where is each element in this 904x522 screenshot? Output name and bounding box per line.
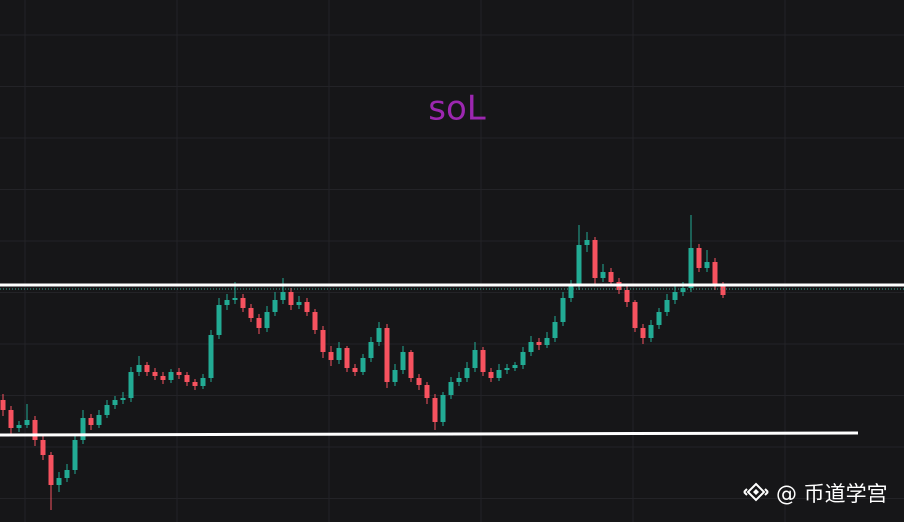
candle-body (312, 312, 318, 330)
candle-body (552, 322, 558, 338)
candle-body (288, 292, 294, 305)
watermark-logo (743, 482, 769, 502)
candle-body (96, 415, 102, 425)
candle-body (384, 328, 390, 382)
candle-body (128, 372, 134, 398)
candle-body (160, 376, 166, 380)
candle-body (408, 352, 414, 378)
candle-body (376, 328, 382, 342)
candle-body (240, 298, 246, 308)
candle-body (504, 368, 510, 370)
candle-body (520, 352, 526, 365)
candle-body (88, 418, 94, 425)
candle-body (16, 425, 22, 428)
candle-body (712, 262, 718, 285)
candle-body (704, 262, 710, 268)
candle-body (432, 398, 438, 422)
candle-body (224, 300, 230, 305)
candle-body (360, 358, 366, 372)
candle-body (136, 365, 142, 372)
candle-body (152, 372, 158, 376)
candle-body (680, 288, 686, 292)
candle-body (608, 272, 614, 282)
candle-body (648, 325, 654, 338)
candle-body (416, 378, 422, 385)
candle-body (80, 418, 86, 440)
candle-body (424, 385, 430, 398)
candle-body (632, 302, 638, 328)
candle-body (320, 330, 326, 352)
candle-body (40, 440, 46, 455)
candle-body (144, 365, 150, 372)
candle-body (544, 338, 550, 345)
candle-body (104, 405, 110, 415)
candle-body (664, 300, 670, 312)
candle-body (448, 382, 454, 395)
candle-body (8, 410, 14, 428)
levels (0, 283, 904, 437)
chart-title: soL (428, 89, 486, 129)
candle-body (592, 240, 598, 278)
candle-body (600, 272, 606, 278)
candle-body (696, 248, 702, 268)
candle-body (584, 240, 590, 245)
candle-body (624, 290, 630, 302)
candle-body (168, 372, 174, 380)
candles (0, 215, 726, 510)
candle-body (640, 328, 646, 338)
support-line (0, 431, 859, 437)
candle-body (472, 350, 478, 368)
candle-body (656, 312, 662, 325)
candle-body (336, 348, 342, 360)
candle-body (112, 400, 118, 405)
candle-body (392, 370, 398, 382)
candle-body (120, 398, 126, 400)
candle-body (464, 368, 470, 378)
candle-body (176, 372, 182, 375)
candle-body (32, 420, 38, 440)
candle-body (56, 478, 62, 485)
candle-body (440, 395, 446, 422)
candle-body (208, 335, 214, 378)
candle-body (0, 400, 6, 410)
watermark: @ 币道学宫 (776, 482, 888, 506)
candle-body (496, 370, 502, 378)
candle-body (264, 312, 270, 328)
candle-body (296, 302, 302, 305)
candle-body (48, 455, 54, 485)
candle-body (536, 342, 542, 345)
candle-body (400, 352, 406, 370)
candle-body (232, 298, 238, 300)
candle-body (24, 420, 30, 425)
candle-body (456, 378, 462, 382)
candle-body (256, 318, 262, 328)
candle-body (688, 248, 694, 288)
candle-body (328, 352, 334, 360)
candle-body (576, 245, 582, 285)
candle-body (216, 305, 222, 335)
candle-body (304, 302, 310, 312)
candle-body (184, 375, 190, 382)
candle-body (568, 285, 574, 298)
candle-body (528, 342, 534, 352)
candle-body (560, 298, 566, 322)
candle-body (488, 372, 494, 378)
candle-body (64, 470, 70, 478)
candle-body (344, 348, 350, 368)
candle-body (248, 308, 254, 318)
candle-body (368, 342, 374, 358)
candle-body (672, 292, 678, 300)
candle-body (352, 368, 358, 372)
candle-body (720, 285, 726, 295)
candle-body (200, 378, 206, 386)
candle-body (280, 292, 286, 300)
candle-body (72, 440, 78, 470)
candle-body (272, 300, 278, 312)
candle-body (512, 365, 518, 368)
candle-body (480, 350, 486, 372)
candle-body (192, 382, 198, 386)
